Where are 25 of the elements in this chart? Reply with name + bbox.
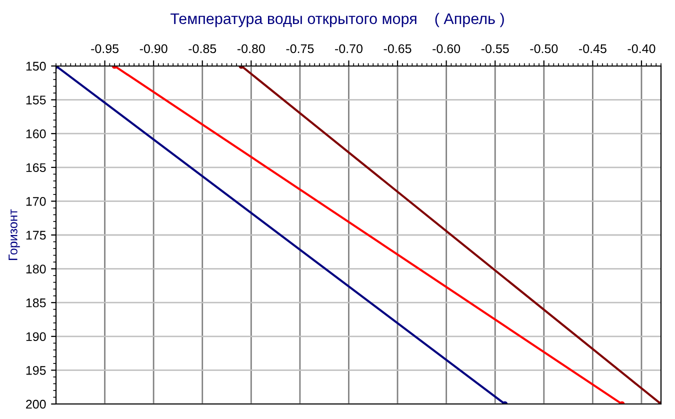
y-tick-label: 175 [26,230,46,240]
y-tick-label: 150 [26,62,46,71]
x-tick-label: -0.50 [530,44,558,54]
x-tick-label: -0.65 [384,44,412,54]
y-tick-label: 200 [26,400,46,409]
y-tick-label: 170 [26,197,46,206]
x-tick-label: -0.40 [628,44,656,54]
y-tick-label: 185 [26,298,46,308]
x-tick-label: -0.45 [579,44,606,54]
x-tick-label: -0.55 [481,44,509,54]
y-tick-label: 180 [26,264,46,274]
x-tick-label: -0.80 [237,44,265,54]
x-tick-label: -0.85 [188,44,216,54]
chart-title: Температура воды открытого моря ( Апрель ) [170,12,504,28]
x-tick-label: -0.95 [91,44,119,54]
x-tick-label: -0.75 [286,44,314,54]
x-tick-label: -0.70 [335,44,362,54]
y-tick-label: 165 [26,163,46,172]
x-tick-label: -0.90 [140,44,168,54]
y-axis-title: Горизонт [8,209,20,260]
y-tick-label: 190 [26,332,46,342]
y-tick-label: 155 [26,96,46,104]
y-tick-label: 160 [26,129,46,138]
x-tick-label: -0.60 [432,44,460,54]
y-tick-label: 195 [26,366,46,375]
